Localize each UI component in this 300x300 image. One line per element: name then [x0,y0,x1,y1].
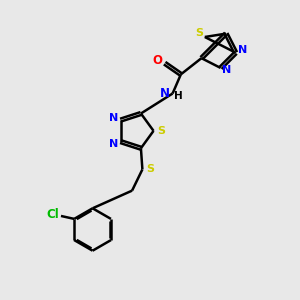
Text: S: S [196,28,203,38]
Text: N: N [222,65,232,75]
Text: S: S [157,126,165,136]
Text: S: S [146,164,154,174]
Text: N: N [160,87,170,100]
Text: N: N [109,113,118,123]
Text: N: N [109,139,118,149]
Text: N: N [238,45,247,56]
Text: O: O [152,54,162,67]
Text: Cl: Cl [46,208,59,221]
Text: H: H [173,91,182,101]
